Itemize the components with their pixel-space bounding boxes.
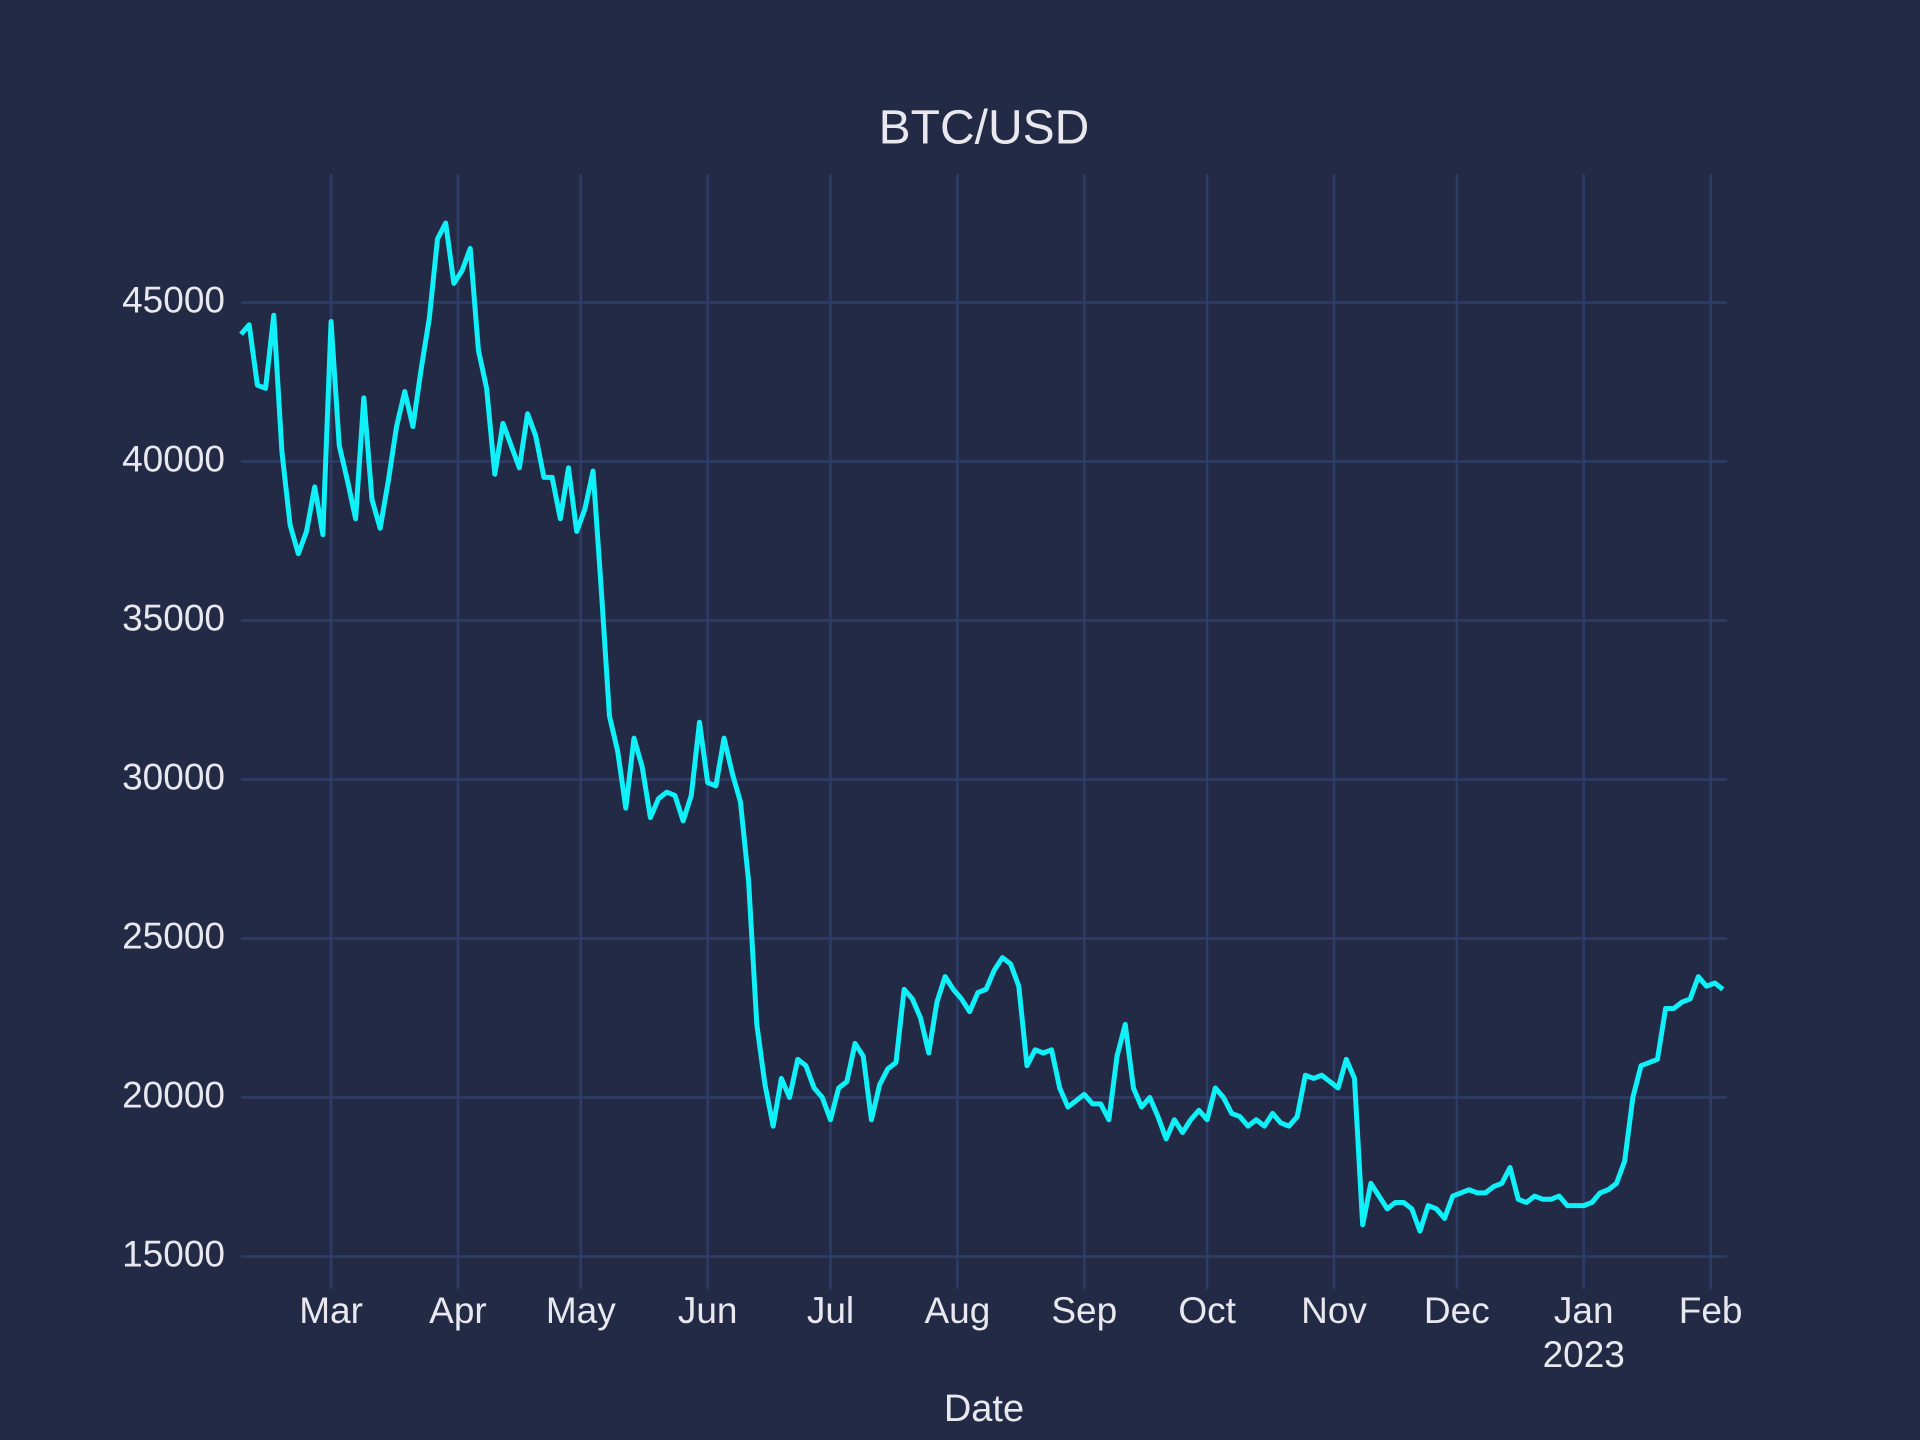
x-tick-label: Jul bbox=[807, 1290, 854, 1331]
y-tick-label: 25000 bbox=[122, 915, 225, 956]
y-tick-label: 45000 bbox=[122, 279, 225, 320]
x-tick-label: Feb bbox=[1679, 1290, 1743, 1331]
x-tick-label: Apr bbox=[429, 1290, 487, 1331]
y-tick-label: 40000 bbox=[122, 438, 225, 479]
chart-title: BTC/USD bbox=[879, 102, 1090, 155]
x-tick-label: Oct bbox=[1178, 1290, 1236, 1331]
x-tick-label: Aug bbox=[924, 1290, 990, 1331]
x-tick-sublabel: 2023 bbox=[1543, 1334, 1625, 1375]
x-axis-label: Date bbox=[944, 1388, 1024, 1430]
x-tick-label: Sep bbox=[1051, 1290, 1117, 1331]
x-tick-label: May bbox=[546, 1290, 616, 1331]
price-line bbox=[239, 220, 1725, 1234]
x-tick-label: Jan bbox=[1554, 1290, 1614, 1331]
x-tick-label: Dec bbox=[1424, 1290, 1490, 1331]
y-tick-label: 15000 bbox=[122, 1233, 225, 1274]
y-tick-label: 35000 bbox=[122, 597, 225, 638]
x-tick-label: Mar bbox=[299, 1290, 363, 1331]
y-tick-label: 30000 bbox=[122, 756, 225, 797]
x-tick-label: Nov bbox=[1301, 1290, 1367, 1331]
y-tick-label: 20000 bbox=[122, 1074, 225, 1115]
x-tick-label: Jun bbox=[678, 1290, 738, 1331]
